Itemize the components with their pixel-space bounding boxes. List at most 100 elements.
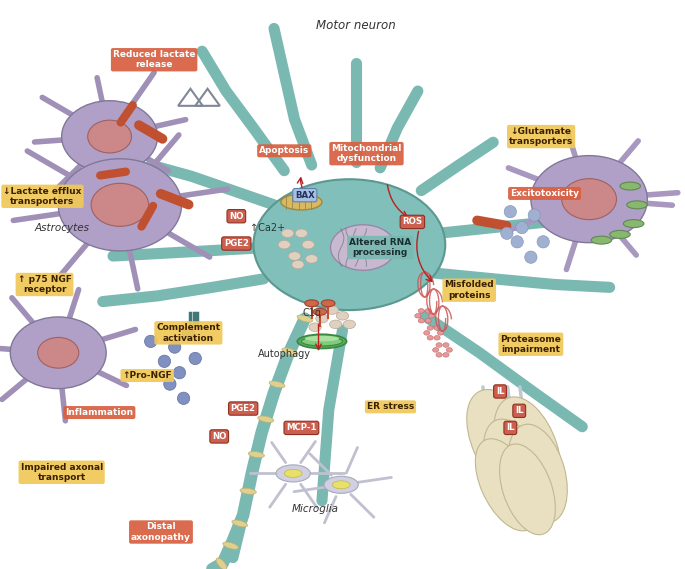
Ellipse shape xyxy=(436,353,443,357)
Text: NO: NO xyxy=(212,432,226,441)
Ellipse shape xyxy=(591,236,612,244)
Text: C1q: C1q xyxy=(302,308,321,318)
Ellipse shape xyxy=(177,392,190,405)
Ellipse shape xyxy=(313,308,327,315)
Ellipse shape xyxy=(499,444,556,535)
Ellipse shape xyxy=(248,451,264,457)
Ellipse shape xyxy=(158,355,171,368)
Ellipse shape xyxy=(429,314,434,318)
Ellipse shape xyxy=(433,348,438,352)
Ellipse shape xyxy=(349,240,377,258)
Ellipse shape xyxy=(223,542,238,549)
Ellipse shape xyxy=(528,209,540,221)
Text: PGE2: PGE2 xyxy=(224,239,249,248)
Text: Altered RNA
processing: Altered RNA processing xyxy=(349,238,411,257)
Ellipse shape xyxy=(494,397,561,502)
Text: Distal
axonopathy: Distal axonopathy xyxy=(131,522,191,542)
Ellipse shape xyxy=(501,227,513,240)
Ellipse shape xyxy=(414,314,421,318)
Ellipse shape xyxy=(10,317,106,389)
Ellipse shape xyxy=(508,424,567,522)
Ellipse shape xyxy=(418,319,425,323)
Ellipse shape xyxy=(466,390,545,498)
Ellipse shape xyxy=(329,320,342,329)
Text: ER stress: ER stress xyxy=(367,402,414,411)
Ellipse shape xyxy=(278,241,290,249)
Ellipse shape xyxy=(434,325,440,330)
Text: Proteasome
impairment: Proteasome impairment xyxy=(501,335,561,354)
Ellipse shape xyxy=(562,179,616,220)
Ellipse shape xyxy=(182,327,195,339)
Ellipse shape xyxy=(316,314,328,323)
Ellipse shape xyxy=(301,337,342,346)
Text: Misfolded
proteins: Misfolded proteins xyxy=(445,281,494,300)
Ellipse shape xyxy=(627,201,647,209)
Ellipse shape xyxy=(91,183,149,226)
Ellipse shape xyxy=(253,179,445,310)
Ellipse shape xyxy=(620,182,640,190)
Text: IL: IL xyxy=(515,406,523,415)
Ellipse shape xyxy=(258,416,274,422)
Ellipse shape xyxy=(306,255,318,263)
Ellipse shape xyxy=(282,348,297,355)
Text: IL: IL xyxy=(506,423,514,432)
Text: ↑ p75 NGF
receptor: ↑ p75 NGF receptor xyxy=(18,275,71,294)
Ellipse shape xyxy=(443,343,449,347)
Ellipse shape xyxy=(276,465,310,482)
Ellipse shape xyxy=(281,194,322,210)
Ellipse shape xyxy=(525,251,537,263)
Ellipse shape xyxy=(326,306,338,315)
Ellipse shape xyxy=(336,312,349,320)
Ellipse shape xyxy=(216,558,227,569)
Text: Astrocytes: Astrocytes xyxy=(34,222,89,233)
Text: Excitotoxicity: Excitotoxicity xyxy=(510,189,579,198)
Ellipse shape xyxy=(511,236,523,248)
Text: Apoptosis: Apoptosis xyxy=(259,146,310,155)
Ellipse shape xyxy=(189,352,201,365)
Text: NO: NO xyxy=(229,212,243,221)
Ellipse shape xyxy=(418,308,425,313)
Ellipse shape xyxy=(332,481,350,489)
Text: Motor neuron: Motor neuron xyxy=(316,19,396,32)
Ellipse shape xyxy=(38,337,79,368)
Ellipse shape xyxy=(436,343,443,347)
Ellipse shape xyxy=(305,300,319,307)
Ellipse shape xyxy=(475,439,538,531)
Ellipse shape xyxy=(330,225,396,270)
Ellipse shape xyxy=(443,353,449,357)
Ellipse shape xyxy=(537,236,549,248)
Ellipse shape xyxy=(292,261,304,269)
Ellipse shape xyxy=(284,469,302,477)
Text: Impaired axonal
transport: Impaired axonal transport xyxy=(21,463,103,482)
Text: Inflammation: Inflammation xyxy=(65,408,134,417)
Text: MCP-1: MCP-1 xyxy=(286,423,316,432)
Ellipse shape xyxy=(427,336,433,340)
Text: ↓Lactate efflux
transporters: ↓Lactate efflux transporters xyxy=(3,187,82,206)
Ellipse shape xyxy=(531,155,647,242)
Ellipse shape xyxy=(145,335,157,348)
Ellipse shape xyxy=(610,230,630,238)
Ellipse shape xyxy=(282,229,294,238)
Ellipse shape xyxy=(58,159,182,251)
Ellipse shape xyxy=(425,308,432,313)
Text: IL: IL xyxy=(496,387,504,396)
Text: ↑Ca2+: ↑Ca2+ xyxy=(249,222,285,233)
Ellipse shape xyxy=(427,325,433,330)
Ellipse shape xyxy=(324,476,358,493)
Ellipse shape xyxy=(437,331,444,335)
Text: ↑Pro-NGF: ↑Pro-NGF xyxy=(123,371,172,380)
Ellipse shape xyxy=(88,120,132,153)
Text: Complement
activation: Complement activation xyxy=(156,323,221,343)
Ellipse shape xyxy=(269,381,285,387)
Ellipse shape xyxy=(232,520,247,527)
Ellipse shape xyxy=(343,320,356,329)
Ellipse shape xyxy=(309,323,321,331)
Ellipse shape xyxy=(295,229,308,238)
Ellipse shape xyxy=(434,336,440,340)
Ellipse shape xyxy=(62,101,158,172)
Text: Autophagy: Autophagy xyxy=(258,349,311,359)
Text: BAX: BAX xyxy=(295,191,314,200)
Ellipse shape xyxy=(297,315,312,322)
Ellipse shape xyxy=(302,241,314,249)
Ellipse shape xyxy=(425,319,432,323)
